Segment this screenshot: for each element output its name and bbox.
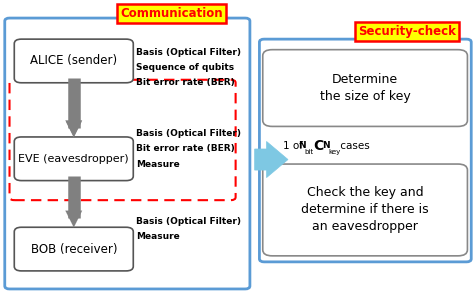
Text: bit: bit	[305, 149, 314, 155]
Text: Bit error rate (BER): Bit error rate (BER)	[136, 144, 234, 154]
FancyBboxPatch shape	[259, 39, 471, 262]
Text: Basis (Optical Filter): Basis (Optical Filter)	[136, 217, 241, 226]
FancyBboxPatch shape	[14, 227, 133, 271]
FancyBboxPatch shape	[5, 18, 250, 289]
Text: EVE (eavesdropper): EVE (eavesdropper)	[19, 154, 129, 164]
Text: Measure: Measure	[136, 160, 179, 169]
Text: N: N	[298, 141, 306, 150]
Text: Communication: Communication	[120, 7, 223, 20]
Text: 1 of: 1 of	[283, 141, 307, 151]
FancyBboxPatch shape	[263, 50, 467, 126]
Text: key: key	[328, 149, 341, 155]
Text: C: C	[314, 139, 324, 153]
Text: Basis (Optical Filter): Basis (Optical Filter)	[136, 48, 241, 57]
Text: cases: cases	[337, 141, 370, 151]
Text: Determine
the size of key: Determine the size of key	[320, 73, 410, 103]
Text: ALICE (sender): ALICE (sender)	[30, 54, 118, 67]
Text: Measure: Measure	[136, 232, 179, 241]
FancyBboxPatch shape	[14, 39, 133, 83]
Text: Basis (Optical Filter): Basis (Optical Filter)	[136, 129, 241, 138]
Text: N: N	[322, 141, 330, 150]
Text: Bit error rate (BER): Bit error rate (BER)	[136, 78, 234, 87]
FancyBboxPatch shape	[14, 137, 133, 181]
Text: Sequence of qubits: Sequence of qubits	[136, 63, 234, 72]
Polygon shape	[255, 141, 288, 178]
Text: Security-check: Security-check	[358, 25, 456, 38]
Text: Check the key and
determine if there is
an eavesdropper: Check the key and determine if there is …	[301, 186, 429, 234]
Text: BOB (receiver): BOB (receiver)	[30, 243, 117, 256]
FancyBboxPatch shape	[263, 164, 467, 256]
